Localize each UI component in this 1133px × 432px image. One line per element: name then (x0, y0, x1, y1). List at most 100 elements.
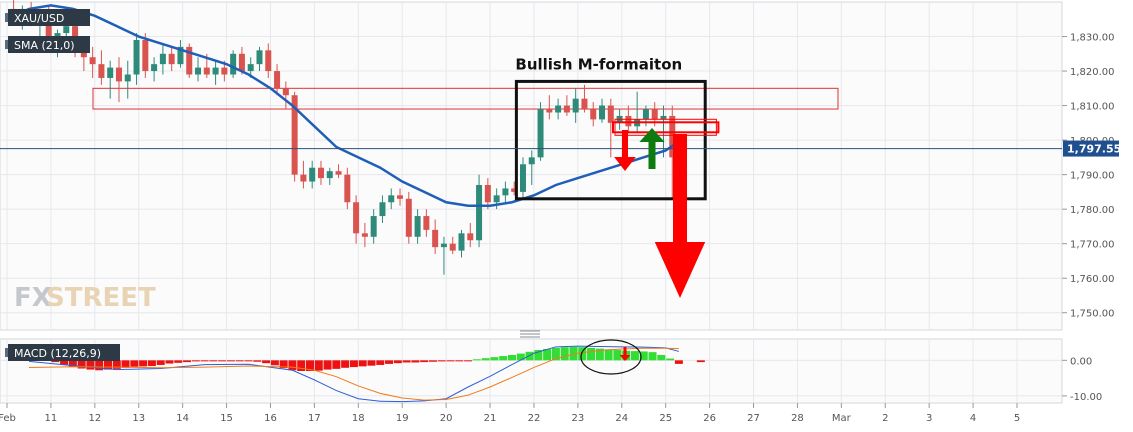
candle-body (669, 115, 676, 158)
macd-bar (376, 360, 385, 365)
macd-bar (358, 360, 367, 367)
macd-bar (481, 358, 490, 361)
macd-signal-line (28, 347, 679, 401)
candle-body (265, 50, 272, 72)
macd-bar (464, 360, 473, 362)
x-tick-label: 22 (528, 413, 541, 424)
macd-bar (604, 349, 613, 361)
macd-bar (279, 360, 288, 369)
candle-body (651, 109, 658, 120)
candle-body (80, 50, 87, 58)
macd-bar (139, 360, 148, 367)
macd-bar (696, 360, 705, 363)
candle-body (493, 195, 500, 203)
candle-body (660, 115, 667, 120)
last-price-badge (1063, 140, 1119, 157)
macd-bar (367, 360, 376, 366)
macd-bar (674, 360, 683, 364)
macd-bar (437, 360, 446, 362)
x-tick-label: 11 (45, 413, 58, 424)
candle-body (511, 188, 518, 192)
x-tick-label: 12 (88, 413, 101, 424)
y-tick-label: 1,770.00 (1070, 240, 1115, 251)
candle-body (89, 57, 96, 65)
neckline-zone (612, 121, 720, 134)
sma-label: SMA (21,0) (5, 36, 90, 53)
up-arrow-head (639, 128, 665, 142)
macd-bar (402, 360, 411, 363)
macd-bar (147, 360, 156, 367)
candle-body (607, 105, 614, 123)
macd-bar (314, 360, 323, 371)
x-tick-label: 28 (791, 413, 804, 424)
macd-bar (156, 360, 165, 365)
macd-bar (349, 360, 358, 368)
macd-bar (472, 359, 481, 361)
macd-label-text: MACD (12,26,9) (14, 347, 101, 360)
candle-body (502, 188, 509, 196)
candle-body (177, 46, 184, 65)
large-down-arrow-shaft (673, 134, 687, 242)
candle-body (107, 67, 114, 78)
macd-bar (130, 360, 139, 367)
macd-bar (525, 351, 534, 361)
macd-bar (595, 348, 604, 361)
y-tick-label: 1,750.00 (1070, 309, 1115, 320)
candle-body (555, 105, 562, 113)
candle-body (282, 88, 289, 96)
candle-body (256, 50, 263, 65)
candle-body (484, 184, 491, 203)
macd-bar (341, 360, 350, 368)
x-tick-label: 16 (264, 413, 277, 424)
macd-bar (270, 360, 279, 366)
macd-label-bg (8, 344, 120, 361)
macd-bar (174, 360, 183, 363)
candle-body (397, 195, 404, 199)
candle-body (63, 26, 70, 34)
up-arrow (639, 128, 665, 169)
y-tick-label: 1,830.00 (1070, 33, 1115, 44)
candle-body (159, 53, 166, 65)
candle-body (142, 39, 149, 72)
candle-body (317, 167, 324, 179)
candle-body (476, 184, 483, 241)
macd-bar (235, 360, 244, 362)
symbol-label-text: XAU/USD (14, 12, 64, 25)
macd-label-marker (5, 348, 8, 357)
macd-down-arrow (619, 347, 631, 361)
candle-body (467, 233, 474, 241)
macd-bar (262, 360, 271, 364)
macd-bar (560, 347, 569, 361)
price-pane (0, 1, 1063, 331)
x-tick-label: Feb (0, 413, 16, 424)
candle-body (326, 171, 333, 179)
macd-bar (209, 360, 218, 362)
macd-bar (490, 357, 499, 361)
macd-bar (191, 360, 200, 362)
x-tick-label: 14 (176, 413, 189, 424)
candle-body (195, 67, 202, 75)
x-tick-label: 21 (484, 413, 497, 424)
candle-body (432, 229, 439, 248)
x-tick-label: 4 (970, 413, 976, 424)
macd-bar (428, 360, 437, 362)
large-down-arrow (654, 134, 706, 298)
x-tick-label: 19 (396, 413, 409, 424)
macd-bar (306, 360, 314, 371)
x-tick-label: 18 (352, 413, 365, 424)
macd-bar (578, 347, 587, 361)
y-tick-label: 1,820.00 (1070, 67, 1115, 78)
macd-bar (68, 360, 77, 367)
up-arrow-shaft (648, 142, 656, 169)
candle-body (405, 198, 412, 237)
candle-body (335, 171, 342, 175)
macd-bar (587, 347, 596, 361)
x-tick-label: 26 (703, 413, 716, 424)
macd-bar (666, 358, 675, 361)
macd-bar (121, 360, 130, 368)
candle-body (528, 157, 535, 165)
y-tick-label: 1,760.00 (1070, 274, 1115, 285)
candle-body (379, 202, 386, 217)
candle-body (563, 105, 570, 113)
